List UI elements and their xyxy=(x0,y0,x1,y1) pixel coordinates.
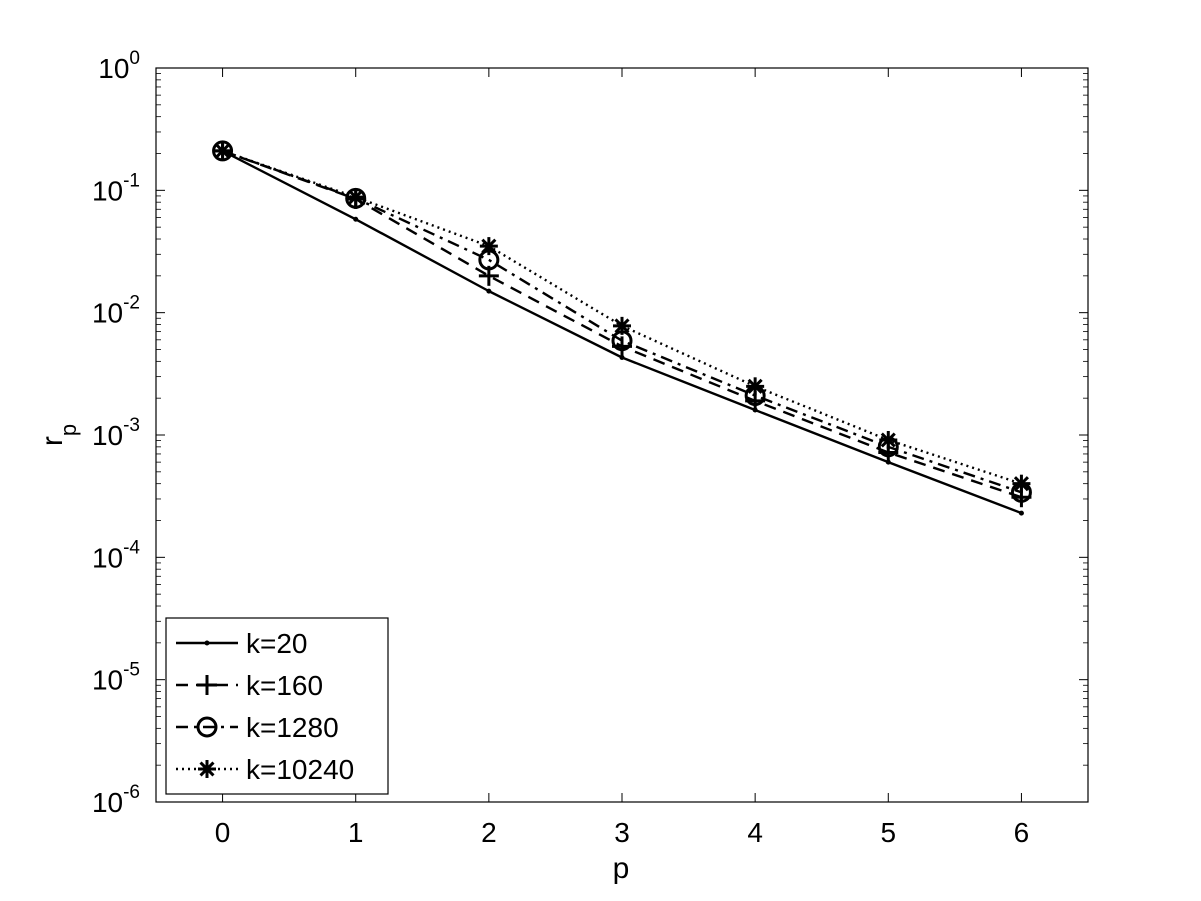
data-point xyxy=(1012,474,1031,493)
y-tick-label: 10-2 xyxy=(92,293,140,329)
y-tick-labels: 10-6 10-5 10-4 10-3 10-2 10-1 100 xyxy=(92,48,140,818)
legend-marker xyxy=(197,675,217,695)
legend: k=20 k=160 k=1280 k=10240 xyxy=(165,617,389,795)
y-axis-label: rp xyxy=(36,424,81,446)
y-axis-label-subscript: p xyxy=(56,424,81,436)
data-point xyxy=(213,141,232,160)
x-tick-label: 4 xyxy=(747,817,763,848)
data-point xyxy=(486,288,492,294)
legend-label: k=10240 xyxy=(246,754,354,785)
svg-text:rp: rp xyxy=(36,424,81,446)
legend-marker xyxy=(198,760,216,778)
legend-label: k=160 xyxy=(246,670,323,701)
data-point xyxy=(746,377,765,396)
y-tick-label: 100 xyxy=(98,48,140,84)
legend-marker xyxy=(204,640,210,646)
x-tick-label: 1 xyxy=(348,817,364,848)
data-point xyxy=(479,237,498,256)
x-tick-labels: 0 1 2 3 4 5 6 xyxy=(215,817,1029,848)
x-tick-label: 5 xyxy=(880,817,896,848)
series-layer xyxy=(212,140,1032,516)
x-tick-label: 2 xyxy=(481,817,497,848)
y-tick-label: 10-3 xyxy=(92,415,140,451)
y-tick-label: 10-4 xyxy=(92,537,140,573)
x-tick-label: 0 xyxy=(215,817,231,848)
legend-label: k=1280 xyxy=(246,712,339,743)
y-tick-label: 10-6 xyxy=(92,782,140,818)
y-tick-label: 10-5 xyxy=(92,660,140,696)
data-point xyxy=(879,431,898,450)
data-point xyxy=(353,216,359,222)
x-tick-label: 6 xyxy=(1014,817,1030,848)
x-tick-label: 3 xyxy=(614,817,630,848)
legend-marker xyxy=(196,716,218,738)
legend-label: k=20 xyxy=(246,628,308,659)
data-point xyxy=(346,188,365,207)
axis-ticks xyxy=(156,67,1088,803)
data-point xyxy=(613,316,631,335)
y-axis-label-main: r xyxy=(36,436,69,446)
x-axis-label: p xyxy=(613,852,630,885)
data-point xyxy=(1018,510,1024,516)
y-tick-label: 10-1 xyxy=(92,170,140,206)
